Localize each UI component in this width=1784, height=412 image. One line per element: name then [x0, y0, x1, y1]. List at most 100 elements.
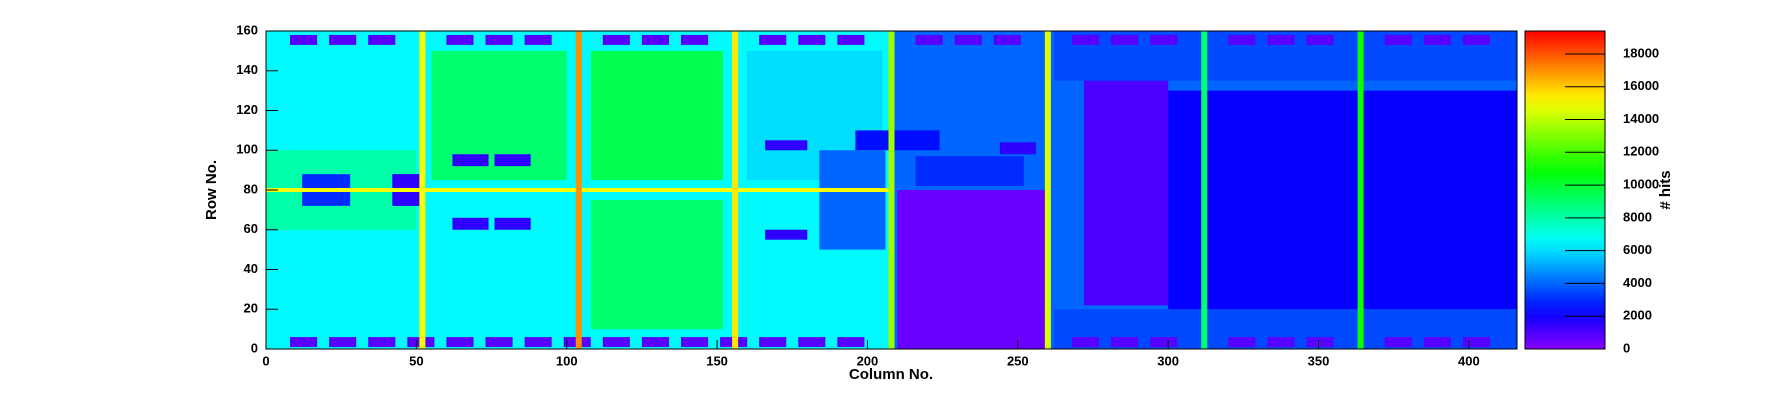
heat-cell [1306, 34, 1334, 45]
heat-cell [641, 337, 669, 348]
heat-cell [837, 337, 865, 348]
y-tick-label: 0 [251, 340, 258, 355]
heat-cell [1306, 337, 1334, 348]
heat-cell [680, 34, 709, 45]
heat-cell [1044, 31, 1051, 349]
heat-cell [999, 142, 1036, 155]
y-tick-label: 60 [244, 221, 258, 236]
heat-cell [368, 337, 396, 348]
heat-cell [329, 337, 357, 348]
heat-cell [765, 140, 808, 151]
heat-cell [993, 34, 1021, 45]
heat-cell [1071, 337, 1099, 348]
heat-cell [1357, 31, 1364, 349]
heat-cell [759, 34, 787, 45]
heat-cell [888, 31, 895, 349]
y-tick-label: 20 [244, 301, 258, 316]
heat-cell [1267, 34, 1295, 45]
heat-cell [1267, 337, 1295, 348]
heat-cell [290, 34, 318, 45]
heat-cell [602, 34, 630, 45]
heat-cell [494, 154, 531, 167]
heat-cell [590, 50, 724, 181]
z-tick-label: 4000 [1623, 275, 1652, 290]
heat-cell [855, 130, 940, 151]
heat-cell [494, 217, 531, 230]
z-tick-label: 12000 [1623, 144, 1659, 159]
heat-cell [452, 217, 489, 230]
heat-cell [1150, 34, 1178, 45]
heat-cell [915, 156, 1024, 187]
z-tick-label: 10000 [1623, 177, 1659, 192]
z-tick-label: 8000 [1623, 209, 1652, 224]
heat-cell [575, 31, 582, 349]
heat-cell [446, 34, 474, 45]
z-tick-label: 18000 [1623, 45, 1659, 60]
z-tick-label: 14000 [1623, 111, 1659, 126]
heat-cell [602, 337, 630, 348]
heat-cell [641, 34, 669, 45]
heat-cell [759, 337, 787, 348]
heat-cell [915, 34, 943, 45]
heat-cell [524, 34, 552, 45]
heat-cell [798, 337, 826, 348]
x-axis-title: Column No. [849, 366, 933, 383]
heat-cell [590, 199, 724, 330]
heat-cell [485, 34, 513, 45]
heat-cell [419, 31, 426, 349]
z-tick-label: 16000 [1623, 78, 1659, 93]
x-tick-label: 300 [1157, 353, 1179, 368]
z-axis-title: # hits [1657, 170, 1674, 209]
heat-cell [798, 34, 826, 45]
heat-cell [1083, 76, 1169, 306]
heat-cell [524, 337, 552, 348]
heat-cell [765, 229, 808, 240]
y-tick-label: 80 [244, 181, 258, 196]
heat-cell [1111, 337, 1139, 348]
y-tick-label: 120 [236, 102, 258, 117]
x-tick-label: 250 [1007, 353, 1029, 368]
color-bar [1524, 30, 1606, 350]
x-tick-label: 350 [1308, 353, 1330, 368]
heat-cell [837, 34, 865, 45]
y-tick-label: 40 [244, 261, 258, 276]
heat-cell [1423, 337, 1451, 348]
heat-cell [680, 337, 709, 348]
heat-cell [1462, 34, 1490, 45]
heat-cell [1384, 337, 1412, 348]
heat-cell [368, 34, 396, 45]
y-tick-label: 160 [236, 22, 258, 37]
heat-cell [732, 31, 739, 349]
heat-cell [290, 337, 318, 348]
x-tick-label: 150 [706, 353, 728, 368]
y-tick-label: 100 [236, 142, 258, 157]
heat-cell [1462, 337, 1490, 348]
heat-cell [452, 154, 489, 167]
heat-cell [819, 150, 886, 250]
heat-cell [1111, 34, 1139, 45]
heat-cell [1150, 337, 1178, 348]
z-tick-label: 0 [1623, 340, 1630, 355]
y-tick-label: 140 [236, 62, 258, 77]
heat-cell [897, 190, 1048, 349]
z-tick-label: 6000 [1623, 242, 1652, 257]
heat-cell [485, 337, 513, 348]
x-tick-label: 50 [409, 353, 423, 368]
heat-cell [1228, 34, 1256, 45]
heat-cell [1168, 90, 1517, 310]
heat-cell [1423, 34, 1451, 45]
z-tick-label: 2000 [1623, 308, 1652, 323]
heat-cell [1228, 337, 1256, 348]
x-tick-label: 400 [1458, 353, 1480, 368]
heat-cell [954, 34, 982, 45]
heat-cell [1071, 34, 1099, 45]
x-tick-label: 200 [857, 353, 879, 368]
y-axis-title: Row No. [203, 160, 220, 220]
x-tick-label: 100 [556, 353, 578, 368]
x-tick-label: 0 [262, 353, 269, 368]
heat-cell [329, 34, 357, 45]
heat-cell [1384, 34, 1412, 45]
heat-cell [1201, 31, 1208, 349]
